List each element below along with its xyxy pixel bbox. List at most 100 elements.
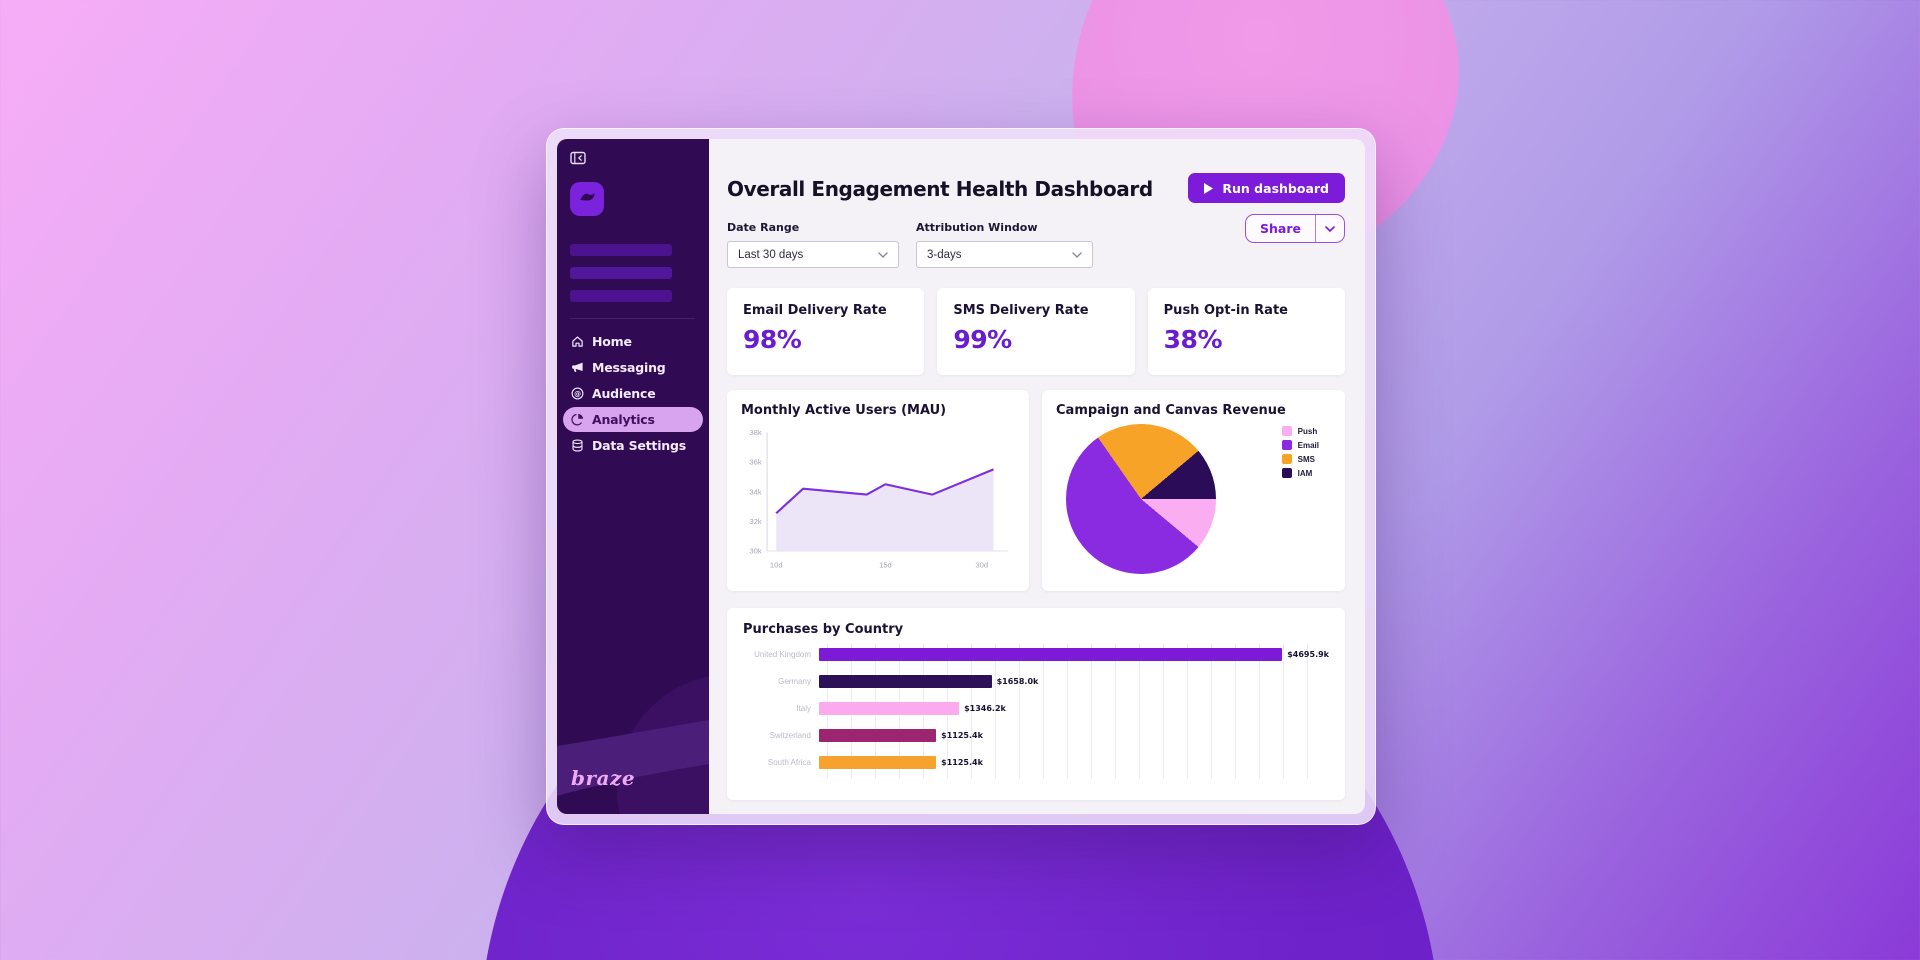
bar-track: $1125.4k (819, 756, 1329, 769)
kpi-row: Email Delivery Rate 98% SMS Delivery Rate 9… (727, 288, 1345, 375)
kpi-title: SMS Delivery Rate (953, 303, 1089, 318)
bar-track: $4695.9k (819, 648, 1329, 661)
purchases-bar-title: Purchases by Country (743, 622, 904, 637)
svg-text:34k: 34k (749, 487, 762, 496)
bar-track: $1346.2k (819, 702, 1329, 715)
bar-row-germany: Germany $1658.0k (743, 675, 1329, 688)
purchases-bar-card: Purchases by Country United Kingdom $4695… (727, 608, 1345, 800)
kpi-title: Email Delivery Rate (743, 303, 887, 318)
bar-fill (819, 675, 992, 688)
pie-graphic (1066, 424, 1216, 574)
bar-row-south-africa: South Africa $1125.4k (743, 756, 1329, 769)
run-dashboard-button[interactable]: Run dashboard (1188, 173, 1345, 203)
legend-swatch (1281, 440, 1292, 450)
megaphone-icon (571, 361, 584, 374)
bar-value-label: $1125.4k (941, 758, 983, 767)
share-button[interactable]: Share (1260, 221, 1301, 236)
sidebar-item-label: Audience (592, 386, 656, 401)
legend-label: Email (1297, 440, 1319, 450)
kpi-value: 98% (743, 325, 802, 354)
sidebar-skeleton-placeholder (570, 244, 697, 302)
app-window: Home Messaging @ Audience Analytics Data Sett… (546, 128, 1376, 825)
legend-swatch (1281, 468, 1292, 478)
bar-category-label: Germany (778, 677, 811, 686)
bar-row-united-kingdom: United Kingdom $4695.9k (743, 648, 1329, 661)
revenue-pie-card: Campaign and Canvas Revenue Push Email SMS… (1042, 390, 1345, 591)
svg-text:32k: 32k (749, 517, 762, 526)
page-title: Overall Engagement Health Dashboard (727, 177, 1153, 201)
skeleton-bar (570, 267, 672, 279)
kpi-value: 99% (953, 325, 1012, 354)
attribution-window-select[interactable]: 3-days (916, 241, 1093, 268)
bar-track: $1658.0k (819, 675, 1329, 688)
at-circle-icon: @ (571, 387, 584, 400)
purchases-bar-chart: United Kingdom $4695.9k Germany $1658.0k Ita… (743, 644, 1329, 779)
sidebar-item-home[interactable]: Home (563, 329, 703, 354)
kpi-card-push-opt-in-rate: Push Opt-in Rate 38% (1147, 288, 1345, 375)
svg-text:@: @ (574, 390, 581, 398)
skeleton-bar (570, 244, 672, 256)
pie-chart-icon (571, 413, 584, 426)
bar-track: $1125.4k (819, 729, 1329, 742)
sidebar-item-label: Home (592, 334, 632, 349)
legend-item-sms: SMS (1281, 454, 1319, 464)
filter-label: Attribution Window (916, 221, 1038, 234)
svg-text:30k: 30k (749, 547, 762, 556)
legend-swatch (1281, 454, 1292, 464)
select-value: Last 30 days (738, 248, 804, 261)
sidebar: Home Messaging @ Audience Analytics Data Sett… (557, 139, 709, 814)
legend-label: SMS (1297, 454, 1315, 464)
svg-text:15d: 15d (879, 561, 892, 570)
bar-fill (819, 729, 937, 742)
legend-item-email: Email (1281, 440, 1319, 450)
bar-fill (819, 702, 960, 715)
sidebar-collapse-icon[interactable] (570, 151, 586, 165)
mau-line-chart: 38k 36k 34k 32k 30k 10d 15d 30d (741, 424, 1015, 576)
bar-value-label: $1658.0k (996, 677, 1039, 686)
chevron-down-icon (1072, 249, 1082, 261)
share-chevron-down-icon[interactable] (1315, 215, 1344, 242)
bar-row-switzerland: Switzerland $1125.4k (743, 729, 1329, 742)
bar-value-label: $4695.9k (1287, 650, 1329, 659)
bar-value-label: $1125.4k (941, 731, 983, 740)
legend-label: IAM (1297, 468, 1313, 478)
kpi-title: Push Opt-in Rate (1163, 303, 1288, 318)
svg-text:30d: 30d (975, 561, 988, 570)
sidebar-item-analytics[interactable]: Analytics (563, 407, 703, 432)
sidebar-item-label: Analytics (592, 412, 655, 427)
kpi-value: 38% (1163, 325, 1223, 354)
home-icon (571, 335, 584, 348)
sidebar-item-messaging[interactable]: Messaging (563, 355, 703, 380)
svg-text:10d: 10d (770, 561, 783, 570)
sidebar-item-data-settings[interactable]: Data Settings (563, 433, 703, 458)
braze-wordmark: braze (571, 766, 636, 790)
legend-swatch (1281, 426, 1292, 436)
sidebar-item-label: Messaging (592, 360, 666, 375)
bar-value-label: $1346.2k (964, 704, 1006, 713)
database-icon (571, 439, 584, 452)
revenue-pie-title: Campaign and Canvas Revenue (1056, 403, 1286, 418)
sidebar-item-label: Data Settings (592, 438, 686, 453)
mau-chart-card: Monthly Active Users (MAU) 38k 36k 34k 32k 3… (727, 390, 1029, 591)
play-icon (1204, 182, 1214, 194)
braze-logo-tile[interactable] (570, 182, 604, 216)
sidebar-item-audience[interactable]: @ Audience (563, 381, 703, 406)
revenue-pie-chart: Push Email SMS IAM (1056, 418, 1331, 578)
mau-chart-title: Monthly Active Users (MAU) (741, 403, 947, 418)
share-split-button[interactable]: Share (1245, 214, 1345, 243)
main-content: Overall Engagement Health Dashboard Run … (709, 139, 1365, 814)
sidebar-swoosh-decoration (557, 676, 709, 814)
legend-item-iam: IAM (1281, 468, 1319, 478)
filter-attribution-window: Attribution Window 3-days (916, 221, 1093, 268)
sidebar-divider (570, 318, 695, 319)
sidebar-nav: Home Messaging @ Audience Analytics Data Sett… (557, 329, 709, 458)
select-value: 3-days (927, 248, 962, 261)
bar-category-label: Italy (796, 704, 811, 713)
chevron-down-icon (878, 249, 888, 261)
bar-category-label: South Africa (767, 758, 811, 767)
date-range-select[interactable]: Last 30 days (727, 241, 899, 268)
filters-row: Date Range Last 30 days Attribution Window… (727, 221, 1345, 268)
legend-item-push: Push (1281, 426, 1319, 436)
filter-label: Date Range (727, 221, 800, 234)
